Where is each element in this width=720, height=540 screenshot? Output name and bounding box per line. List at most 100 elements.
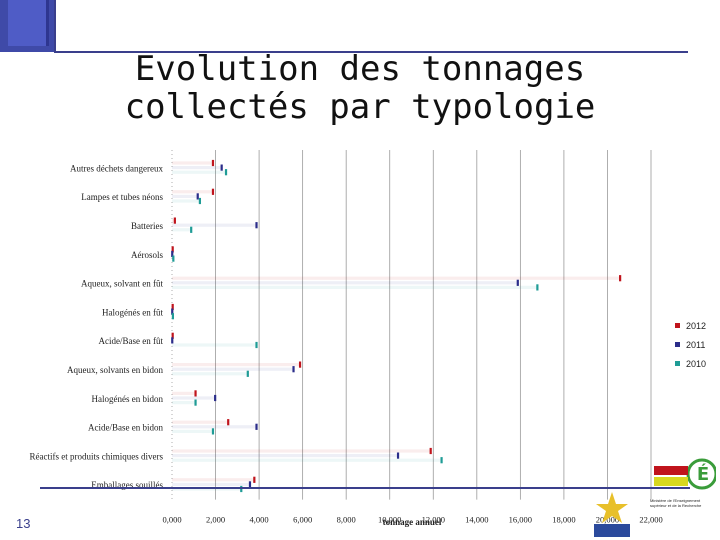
legend-label-2010: 2010 (686, 358, 707, 369)
region-alsace-logo (594, 492, 630, 537)
bar-end-2011 (196, 193, 199, 200)
bar-end-2011 (171, 337, 174, 344)
bar-2012 (172, 420, 229, 424)
bar-end-2010 (536, 284, 539, 291)
category-label: Halogénés en fût (102, 307, 163, 317)
bar-2011 (172, 454, 399, 458)
bar-2012 (172, 219, 176, 223)
bar-end-2010 (190, 226, 193, 233)
bar-end-2011 (171, 250, 174, 258)
bar-end-2011 (255, 423, 258, 430)
bar-end-2012 (298, 361, 302, 368)
bar-end-2010 (255, 341, 258, 349)
ministere-logo: Ministère de l'Enseignement supérieur et… (650, 498, 716, 508)
bar-end-2010 (246, 370, 249, 377)
bar-end-2012 (227, 419, 230, 426)
bar-end-2011 (248, 481, 252, 488)
bar-chart: Autres déchets dangereux Lampes et tubes … (30, 150, 663, 527)
bar-2012 (172, 161, 214, 165)
bar-end-2011 (171, 308, 174, 315)
x-tick-labels: 0,000 2,000 4,000 6,000 8,000 10,000 12,000 14,… (162, 515, 662, 525)
bar-end-2012 (211, 159, 215, 167)
bar-2011 (172, 425, 257, 429)
legend-swatch-2012 (675, 323, 680, 328)
x-tick-label: 10,000 (378, 515, 401, 525)
bar-2010 (172, 458, 442, 462)
category-label: Lampes et tubes néons (81, 192, 163, 202)
category-label: Acide/Base en fût (99, 336, 164, 346)
bar-end-2010 (171, 313, 175, 320)
bar-2010 (172, 199, 201, 203)
bar-2011 (172, 194, 199, 198)
chart-grid (171, 150, 652, 500)
legend-item-2010: 2010 (675, 354, 706, 373)
bar-2012 (172, 190, 214, 194)
category-label: Aqueux, solvants en bidon (67, 365, 163, 375)
bar-2012 (172, 449, 432, 453)
bar-end-2010 (194, 399, 197, 406)
bar-end-2011 (516, 279, 519, 286)
chart-bars (171, 159, 622, 493)
bar-end-2012 (171, 303, 174, 311)
bar-end-2012 (194, 390, 197, 397)
category-label: Batteries (131, 221, 163, 231)
bar-end-2010 (224, 169, 228, 176)
footer-divider (40, 487, 690, 489)
category-label: Emballages souillés (91, 480, 163, 490)
slide-number: 13 (16, 516, 31, 531)
legend-item-2011: 2011 (675, 335, 706, 354)
x-tick-label: 8,000 (337, 515, 356, 525)
bar-2010 (172, 487, 242, 491)
category-label: Halogénés en bidon (92, 394, 164, 404)
category-label: Autres déchets dangereux (70, 163, 163, 173)
x-tick-label: 20,000 (596, 515, 619, 525)
bar-end-2012 (171, 332, 174, 339)
legend-swatch-2010 (675, 361, 680, 366)
academie-logo: É (654, 458, 716, 490)
ministere-text: Ministère de l'Enseignement supérieur et… (650, 498, 702, 508)
x-tick-label: 22,000 (639, 515, 662, 525)
x-tick-label: 12,000 (422, 515, 445, 525)
legend-label-2011: 2011 (686, 339, 706, 350)
category-label: Aqueux, solvant en fût (81, 279, 163, 289)
legend-item-2012: 2012 (675, 316, 706, 335)
corner-decoration-inner (8, 0, 49, 46)
bar-end-2010 (172, 255, 175, 262)
bar-end-2012 (253, 476, 256, 483)
x-tick-label: 14,000 (465, 515, 488, 525)
x-tick-label: 4,000 (250, 515, 269, 525)
bar-end-2011 (255, 222, 258, 229)
bar-2010 (172, 285, 538, 289)
bar-end-2012 (619, 275, 622, 282)
page-title: Evolution des tonnages collectés par typ… (120, 50, 600, 126)
chart-legend: 2012 2011 2010 (675, 316, 706, 373)
bar-2012 (172, 276, 621, 280)
title-line-1: Evolution des tonnages (134, 49, 586, 89)
x-tick-label: 6,000 (293, 515, 312, 525)
bar-end-2011 (220, 164, 223, 171)
bar-2012 (172, 391, 196, 395)
bar-2011 (172, 223, 257, 227)
bar-end-2011 (292, 366, 295, 373)
bar-2010 (172, 429, 214, 433)
bar-2010 (172, 343, 257, 347)
bar-2010 (172, 170, 227, 174)
x-tick-label: 16,000 (509, 515, 532, 525)
bar-2011 (172, 367, 294, 371)
x-tick-label: 0,000 (162, 515, 181, 525)
header-divider (54, 51, 688, 53)
bar-end-2012 (171, 246, 174, 253)
category-labels: Autres déchets dangereux Lampes et tubes … (30, 163, 164, 490)
bar-end-2012 (429, 447, 432, 455)
bar-2010 (172, 372, 249, 376)
bar-2010 (172, 228, 192, 232)
legend-label-2012: 2012 (686, 320, 707, 331)
bar-2011 (172, 281, 519, 285)
bar-end-2010 (440, 457, 443, 464)
corner-decoration (0, 0, 54, 52)
bar-2010 (172, 401, 196, 405)
bar-2012 (172, 478, 255, 482)
bar-2012 (172, 363, 301, 367)
header-divider-vertical (54, 0, 56, 53)
x-tick-label: 2,000 (206, 515, 225, 525)
